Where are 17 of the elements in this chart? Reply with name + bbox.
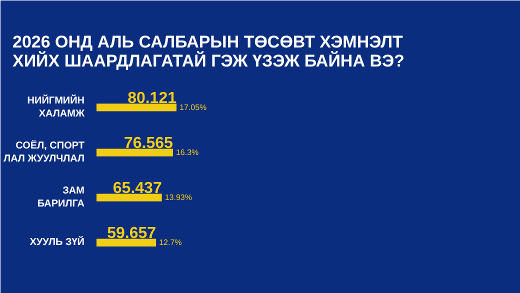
y-tick-label: ХУУЛЬ ЗҮЙ — [30, 235, 85, 248]
annotation: 17.05% — [180, 102, 207, 112]
bar — [96, 148, 173, 156]
y-tick-label: НИЙГМИЙН ХАЛАМЖ — [27, 93, 86, 120]
chart-title: 2026 ОНД АЛЬ САЛБАРЫН ТӨСӨВТ ХЭМНЭЛТ ХИЙХ ШААРДЛАГАТАЙ ГЭЖ ҮЗЭЖ БАЙНА ВЭ? — [12, 32, 404, 70]
annotation: 12.7% — [159, 238, 182, 248]
data-label: 76.565 — [124, 135, 174, 152]
bar — [96, 104, 176, 112]
annotation: 13.93% — [164, 193, 192, 202]
y-tick-label: ЗАМ БАРИЛГА — [37, 185, 85, 210]
data-label: 59.657 — [107, 225, 156, 242]
bar — [96, 194, 162, 202]
bar — [96, 238, 156, 246]
data-label: 65.437 — [112, 180, 162, 198]
data-label: 80.121 — [128, 90, 177, 107]
annotation: 16.3% — [176, 148, 199, 158]
y-tick-label: СОЁЛ, СПОРТ ЛАЛ ЖУУЛЧЛАЛ — [4, 139, 85, 165]
